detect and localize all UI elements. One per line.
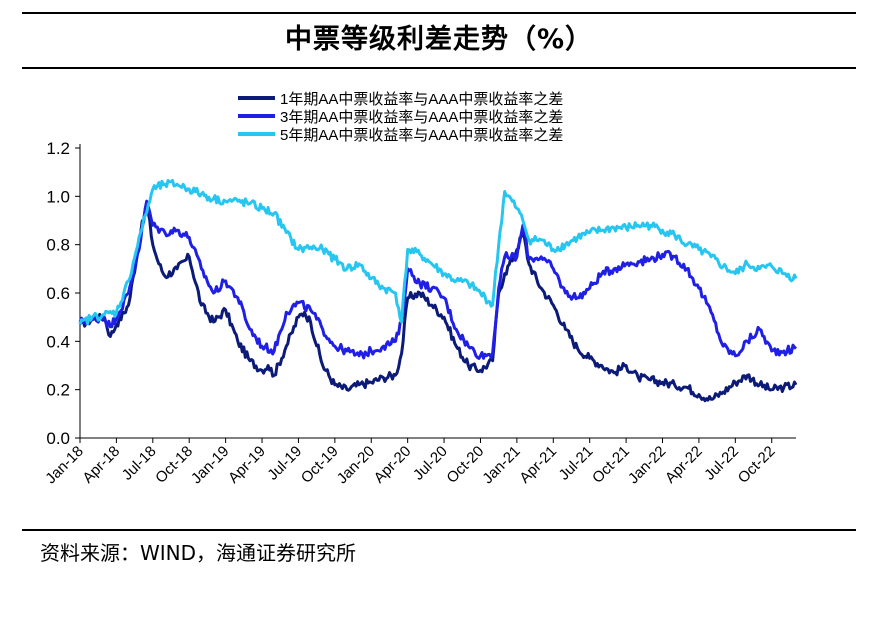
legend-label-2: 3年期AA中票收益率与AAA中票收益率之差 <box>280 109 563 126</box>
x-tick-label: Oct-21 <box>589 443 633 487</box>
legend-label-1: 1年期AA中票收益率与AAA中票收益率之差 <box>280 91 563 108</box>
x-tick-label: Oct-20 <box>443 443 487 487</box>
y-tick-label: 0.2 <box>46 381 70 400</box>
x-tick-label: Oct-19 <box>298 443 342 487</box>
x-tick-label: Jan-19 <box>188 443 232 487</box>
title-underline <box>22 67 856 69</box>
top-rule <box>22 12 856 14</box>
legend: 1年期AA中票收益率与AAA中票收益率之差3年期AA中票收益率与AAA中票收益率… <box>238 91 563 144</box>
series-line-3 <box>78 179 798 326</box>
x-tick-label: Jul-20 <box>410 443 451 484</box>
x-tick-label: Apr-21 <box>516 443 560 487</box>
axes: 0.00.20.40.60.81.01.2Jan-18Apr-18Jul-18O… <box>42 139 796 487</box>
y-tick-label: 1.0 <box>46 187 70 206</box>
x-tick-label: Jan-18 <box>42 443 86 487</box>
source-note: 资料来源：WIND，海通证券研究所 <box>40 541 357 565</box>
series-line-2 <box>78 199 797 360</box>
series-line-1 <box>78 202 798 403</box>
source-rule <box>22 529 856 531</box>
x-tick-label: Apr-20 <box>371 443 415 487</box>
y-tick-label: 0.8 <box>46 236 70 255</box>
line-chart: 1年期AA中票收益率与AAA中票收益率之差3年期AA中票收益率与AAA中票收益率… <box>42 91 798 487</box>
y-tick-label: 0.6 <box>46 284 70 303</box>
x-tick-label: Jan-20 <box>334 443 378 487</box>
y-tick-label: 0.0 <box>46 429 70 448</box>
y-tick-label: 0.4 <box>46 332 70 351</box>
x-tick-label: Jan-22 <box>625 443 669 487</box>
x-tick-label: Oct-22 <box>735 443 779 487</box>
x-tick-label: Jul-19 <box>264 443 305 484</box>
x-tick-label: Apr-19 <box>225 443 269 487</box>
y-tick-label: 1.2 <box>46 139 70 158</box>
x-tick-label: Apr-18 <box>79 443 123 487</box>
chart-title: 中票等级利差走势（%） <box>284 24 594 55</box>
x-tick-label: Jul-18 <box>119 443 160 484</box>
x-tick-label: Oct-18 <box>152 443 196 487</box>
x-tick-label: Jul-21 <box>556 443 597 484</box>
x-tick-label: Jul-22 <box>701 443 742 484</box>
x-tick-label: Apr-22 <box>662 443 706 487</box>
x-tick-label: Jan-21 <box>479 443 523 487</box>
plot-area <box>78 179 798 403</box>
legend-label-3: 5年期AA中票收益率与AAA中票收益率之差 <box>280 127 563 144</box>
